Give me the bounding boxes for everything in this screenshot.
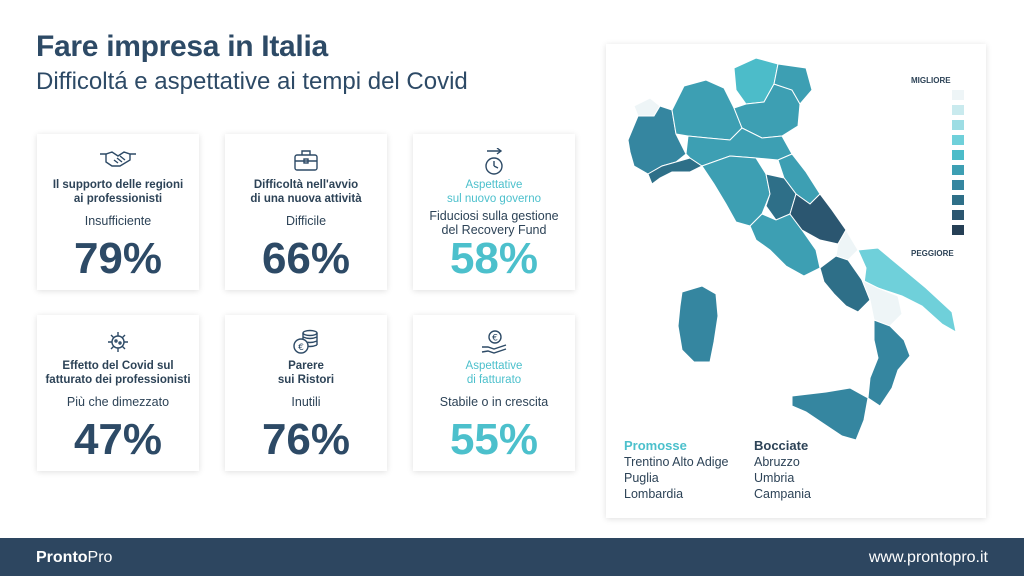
brand-logo-part1: Pronto [36, 549, 88, 566]
card-label-line2: sui Ristori [277, 374, 335, 386]
card-label-line1: Aspettative [465, 179, 523, 191]
svg-text:€: € [298, 343, 304, 353]
stat-card-regioni: Il supporto delle regioni ai professionis… [37, 134, 199, 290]
card-percentage: 76% [261, 415, 351, 464]
card-subtext-line2: del Recovery Fund [441, 223, 547, 237]
legend-swatch [952, 120, 964, 130]
card-label-line2: fatturato dei professionisti [45, 374, 191, 386]
legend-swatch [952, 195, 964, 205]
page-title: Fare impresa in Italia [36, 30, 328, 63]
legend-swatch [952, 210, 964, 220]
card-percentage: 66% [261, 234, 351, 283]
card-label-line1: Il supporto delle regioni [52, 179, 184, 191]
handshake-icon [37, 148, 199, 174]
card-subtext-line1: Fiduciosi sulla gestione [429, 209, 559, 223]
card-label-line2: di una nuova attività [250, 193, 362, 205]
card-label-line1: Effetto del Covid sul [62, 360, 174, 372]
bocciate-item: Abruzzo [754, 455, 800, 469]
legend-swatch [952, 165, 964, 175]
legend-swatch [952, 225, 964, 235]
bocciate-heading: Bocciate [754, 438, 809, 453]
promosse-item: Puglia [624, 471, 659, 485]
briefcase-icon [225, 148, 387, 174]
footer-bar: ProntoPro www.prontopro.it [0, 538, 1024, 576]
legend-swatch [952, 135, 964, 145]
card-percentage: 79% [73, 234, 163, 283]
stat-card-ristori: € Parere sui Ristori Inutili 76% [225, 315, 387, 471]
brand-logo[interactable]: ProntoPro [36, 549, 112, 567]
italy-map [627, 57, 957, 441]
stat-card-fatturato: € Aspettative di fatturato Stabile o in c… [413, 315, 575, 471]
hand-euro-icon: € [413, 329, 575, 355]
legend-swatch [952, 90, 964, 100]
italy-map-panel: MIGLIORE PEGGIORE Promosse Trentino Alto… [606, 44, 986, 518]
card-subtext: Insufficiente [84, 214, 152, 228]
brand-logo-part2: Pro [87, 549, 113, 566]
card-label-line1: Difficoltà nell'avvio [253, 179, 359, 191]
stat-card-covid: Effetto del Covid sul fatturato dei profe… [37, 315, 199, 471]
stat-card-avvio: Difficoltà nell'avvio di una nuova attivi… [225, 134, 387, 290]
card-label-line2: di fatturato [466, 374, 522, 386]
bocciate-item: Campania [754, 487, 811, 501]
card-subtext: Più che dimezzato [66, 395, 170, 409]
stopwatch-icon [413, 148, 575, 175]
coins-euro-icon: € [225, 329, 387, 355]
website-link[interactable]: www.prontopro.it [868, 549, 988, 566]
page-subtitle: Difficoltá e aspettative ai tempi del Co… [36, 68, 468, 95]
legend-swatch [952, 105, 964, 115]
card-percentage: 47% [73, 415, 163, 464]
promosse-item: Lombardia [624, 487, 684, 501]
legend-swatch [952, 180, 964, 190]
stat-card-governo: Aspettative sul nuovo governo Fiduciosi s… [413, 134, 575, 290]
card-percentage: 58% [449, 234, 539, 283]
legend-best-label: MIGLIORE [911, 76, 951, 85]
legend-worst-label: PEGGIORE [911, 249, 954, 258]
card-label-line1: Parere [288, 360, 324, 372]
legend-swatch [952, 150, 964, 160]
card-label-line2: ai professionisti [73, 193, 163, 205]
card-subtext: Inutili [291, 395, 321, 409]
promosse-heading: Promosse [624, 438, 687, 453]
card-percentage: 55% [449, 415, 539, 464]
card-label-line2: sul nuovo governo [447, 193, 541, 205]
card-subtext: Difficile [285, 214, 327, 228]
card-subtext: Stabile o in crescita [439, 395, 549, 409]
virus-icon [37, 329, 199, 355]
promosse-item: Trentino Alto Adige [624, 455, 729, 469]
card-label-line1: Aspettative [465, 360, 523, 372]
svg-text:€: € [492, 334, 498, 344]
bocciate-item: Umbria [754, 471, 795, 485]
